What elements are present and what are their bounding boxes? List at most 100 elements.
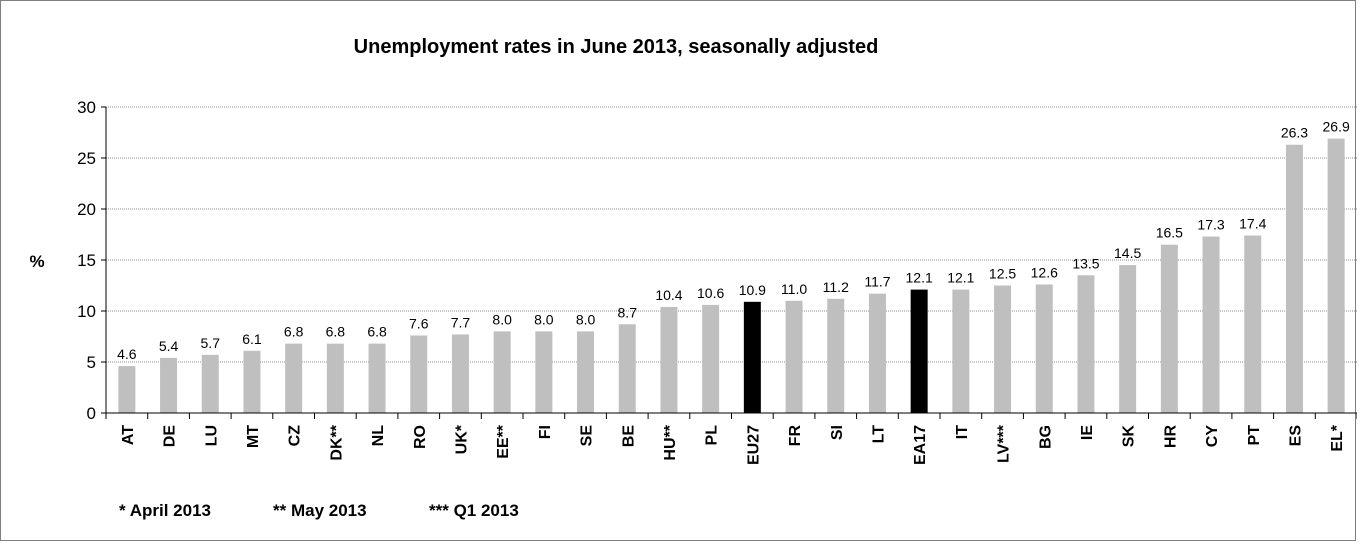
- x-tick-label: DE: [162, 425, 179, 448]
- x-tick-label: FI: [537, 425, 554, 439]
- y-tick-label: 20: [77, 200, 96, 219]
- bar-hr: [1160, 244, 1178, 413]
- x-tick-label: EL*: [1329, 424, 1346, 451]
- y-axis-label: %: [29, 252, 44, 271]
- bar-mt: [243, 350, 261, 413]
- x-tick-label: LT: [870, 425, 887, 444]
- data-label: 8.7: [618, 304, 638, 320]
- x-tick-label: HR: [1162, 425, 1179, 449]
- bar-ea17: [910, 289, 928, 413]
- bar-dk: [326, 343, 344, 413]
- axes: 0 5 10 15 20 25 30: [77, 98, 1357, 423]
- bar-cz: [285, 343, 303, 413]
- x-tick-label: UK*: [453, 424, 470, 454]
- x-tick-labels: AT DE LU MT CZ DK** NL RO UK* EE** FI SE BE HU** PL EU2…: [120, 424, 1346, 465]
- bar-ro: [410, 335, 428, 413]
- x-tick-label: SE: [579, 425, 596, 447]
- data-label: 12.1: [947, 270, 974, 286]
- data-label: 26.3: [1281, 125, 1308, 141]
- x-tick-label: AT: [120, 425, 137, 445]
- data-label: 11.7: [864, 274, 890, 290]
- x-tick-label: FR: [787, 425, 804, 447]
- bar-es: [1285, 144, 1303, 414]
- x-tick-label: EU27: [745, 425, 762, 465]
- bar-fr: [785, 300, 803, 413]
- bar-ie: [1077, 275, 1095, 413]
- data-label: 6.1: [242, 331, 262, 347]
- data-label: 7.6: [409, 315, 429, 331]
- data-label: 13.5: [1072, 255, 1099, 271]
- x-tick-label: CZ: [287, 425, 304, 447]
- bar-at: [118, 366, 136, 413]
- bar-pl: [702, 304, 720, 413]
- data-label: 10.4: [655, 287, 682, 303]
- x-tick-label: RO: [412, 425, 429, 449]
- bar-nl: [368, 343, 386, 413]
- bar-it: [952, 289, 970, 413]
- y-tick-label: 5: [87, 353, 96, 372]
- y-tick-label: 25: [77, 149, 96, 168]
- chart-title: Unemployment rates in June 2013, seasona…: [354, 36, 879, 58]
- y-tick-label: 15: [77, 251, 96, 270]
- footnote-april: * April 2013: [119, 501, 211, 520]
- x-tick-label: HU**: [662, 424, 679, 460]
- data-label: 12.1: [906, 270, 933, 286]
- y-tick-label: 10: [77, 302, 96, 321]
- y-tick-label: 30: [77, 98, 96, 117]
- data-label: 11.0: [781, 281, 807, 297]
- data-label: 26.9: [1323, 119, 1350, 135]
- data-label: 16.5: [1156, 225, 1183, 241]
- data-label: 10.9: [739, 282, 766, 298]
- x-tick-label: ES: [1287, 425, 1304, 447]
- data-label: 14.5: [1114, 245, 1141, 261]
- data-label: 11.2: [823, 279, 849, 295]
- data-label: 5.4: [159, 338, 179, 354]
- x-tick-label: DK**: [328, 424, 345, 460]
- x-tick-label: BG: [1037, 425, 1054, 449]
- bar-si: [827, 298, 845, 413]
- data-label: 8.0: [534, 311, 554, 327]
- footnote-q1: *** Q1 2013: [429, 501, 519, 520]
- x-tick-label: IE: [1079, 425, 1096, 440]
- x-tick-label: LU: [203, 425, 220, 446]
- bar-lu: [201, 354, 219, 413]
- x-tick-label: IT: [954, 425, 971, 439]
- data-label: 6.8: [367, 324, 387, 340]
- x-tick-label: BE: [620, 425, 637, 448]
- footnotes: * April 2013 ** May 2013 *** Q1 2013: [119, 501, 519, 520]
- bar-uk: [451, 334, 469, 413]
- y-tick-label: 0: [87, 404, 96, 423]
- x-tick-label: SK: [1121, 425, 1138, 448]
- bar-lt: [868, 293, 886, 413]
- x-tick-label: PL: [704, 425, 721, 446]
- bar-de: [160, 357, 178, 413]
- data-labels: 4.6 5.4 5.7 6.1 6.8 6.8 6.8 7.6 7.7 8.0 8.0 8.0 8.7 1…: [117, 119, 1350, 362]
- bar-hu: [660, 306, 678, 413]
- footnote-may: ** May 2013: [273, 501, 367, 520]
- bar-eu27: [743, 301, 761, 413]
- bar-ee: [493, 331, 511, 413]
- x-tick-label: MT: [245, 425, 262, 448]
- data-label: 7.7: [451, 314, 471, 330]
- bars: [118, 138, 1345, 414]
- x-tick-label: PT: [1246, 425, 1263, 446]
- bar-el: [1327, 138, 1345, 413]
- bar-be: [618, 324, 636, 413]
- x-tick-label: NL: [370, 425, 387, 447]
- data-label: 17.4: [1239, 216, 1266, 232]
- data-label: 6.8: [284, 324, 304, 340]
- bar-pt: [1244, 235, 1262, 413]
- x-tick-label: EE**: [495, 424, 512, 459]
- x-tick-label: CY: [1204, 425, 1221, 448]
- data-label: 17.3: [1197, 217, 1224, 233]
- data-label: 8.0: [492, 311, 512, 327]
- data-label: 12.6: [1031, 264, 1058, 280]
- bar-sk: [1119, 265, 1137, 413]
- data-label: 12.5: [989, 266, 1016, 282]
- data-label: 8.0: [576, 311, 596, 327]
- data-label: 6.8: [326, 324, 346, 340]
- data-label: 10.6: [697, 285, 724, 301]
- bar-se: [577, 331, 595, 413]
- bar-lv: [994, 285, 1012, 413]
- gridlines: [106, 106, 1357, 363]
